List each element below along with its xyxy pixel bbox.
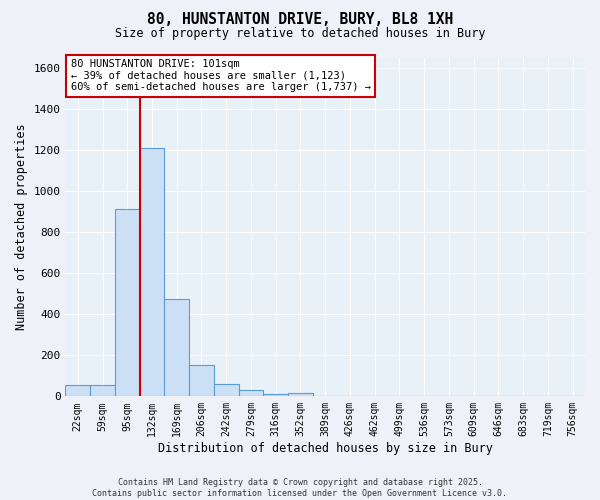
Bar (288, 394, 313, 396)
Bar (214, 384, 239, 396)
Y-axis label: Number of detached properties: Number of detached properties (15, 124, 28, 330)
Bar (115, 210, 140, 396)
Bar (263, 394, 288, 396)
Bar (65, 385, 90, 396)
Text: 80, HUNSTANTON DRIVE, BURY, BL8 1XH: 80, HUNSTANTON DRIVE, BURY, BL8 1XH (147, 12, 453, 28)
Text: 80 HUNSTANTON DRIVE: 101sqm
← 39% of detached houses are smaller (1,123)
60% of : 80 HUNSTANTON DRIVE: 101sqm ← 39% of det… (71, 59, 371, 92)
Bar (239, 390, 263, 396)
Text: Size of property relative to detached houses in Bury: Size of property relative to detached ho… (115, 28, 485, 40)
Text: Contains HM Land Registry data © Crown copyright and database right 2025.
Contai: Contains HM Land Registry data © Crown c… (92, 478, 508, 498)
X-axis label: Distribution of detached houses by size in Bury: Distribution of detached houses by size … (158, 442, 493, 455)
Bar (189, 364, 214, 396)
Bar (90, 385, 115, 396)
Bar (140, 148, 164, 396)
Bar (164, 299, 189, 396)
